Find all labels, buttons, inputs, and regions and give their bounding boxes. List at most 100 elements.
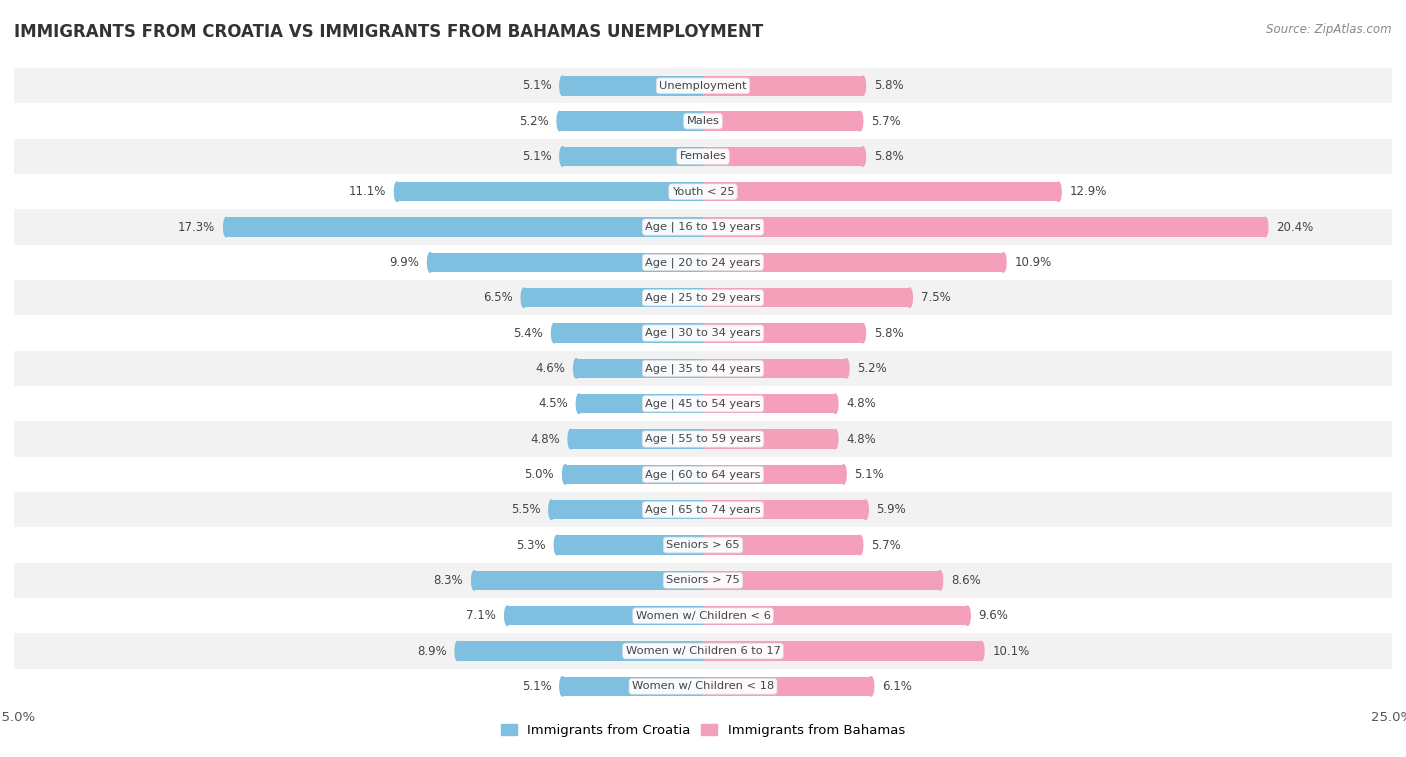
Ellipse shape [860,76,866,95]
Bar [703,677,872,696]
Ellipse shape [832,429,838,449]
Text: Males: Males [686,116,720,126]
Bar [14,634,1392,668]
Bar [703,641,981,661]
Bar [703,182,1059,201]
Bar [14,104,1392,139]
Ellipse shape [471,571,477,590]
Bar [14,456,1392,492]
Text: Seniors > 65: Seniors > 65 [666,540,740,550]
Bar [14,350,1392,386]
Bar [14,562,1392,598]
Text: Females: Females [679,151,727,161]
Bar [703,253,1004,273]
Text: 5.1%: 5.1% [522,79,551,92]
Bar [703,111,860,131]
Text: 5.3%: 5.3% [516,538,546,552]
Bar [703,147,863,167]
Ellipse shape [1056,182,1062,201]
Ellipse shape [551,323,557,343]
Bar [226,217,703,237]
Text: 5.8%: 5.8% [875,326,904,340]
Ellipse shape [576,394,582,413]
Text: 20.4%: 20.4% [1277,220,1313,234]
Bar [562,76,703,95]
Ellipse shape [844,359,849,378]
Bar [703,571,941,590]
Bar [562,147,703,167]
Text: 8.6%: 8.6% [950,574,981,587]
Ellipse shape [863,500,869,519]
Text: 5.1%: 5.1% [855,468,884,481]
Bar [703,535,860,555]
Bar [703,76,863,95]
Ellipse shape [568,429,574,449]
Bar [565,465,703,484]
Ellipse shape [557,111,562,131]
Bar [14,492,1392,528]
Text: 10.1%: 10.1% [993,644,1029,658]
Bar [703,217,1265,237]
Text: 5.5%: 5.5% [510,503,540,516]
Text: 8.9%: 8.9% [418,644,447,658]
Text: 7.5%: 7.5% [921,291,950,304]
Ellipse shape [554,535,560,555]
Text: Unemployment: Unemployment [659,81,747,91]
Bar [474,571,703,590]
Bar [14,528,1392,562]
Text: 5.9%: 5.9% [876,503,907,516]
Text: 10.9%: 10.9% [1014,256,1052,269]
Text: Age | 65 to 74 years: Age | 65 to 74 years [645,504,761,515]
Ellipse shape [832,394,838,413]
Ellipse shape [1001,253,1007,273]
Text: Age | 16 to 19 years: Age | 16 to 19 years [645,222,761,232]
Text: 5.8%: 5.8% [875,150,904,163]
Ellipse shape [562,465,568,484]
Bar [703,429,835,449]
Text: Age | 45 to 54 years: Age | 45 to 54 years [645,398,761,409]
Bar [14,422,1392,456]
Text: IMMIGRANTS FROM CROATIA VS IMMIGRANTS FROM BAHAMAS UNEMPLOYMENT: IMMIGRANTS FROM CROATIA VS IMMIGRANTS FR… [14,23,763,41]
Bar [576,359,703,378]
Text: Women w/ Children < 6: Women w/ Children < 6 [636,611,770,621]
Text: 4.8%: 4.8% [846,432,876,446]
Ellipse shape [938,571,942,590]
Text: Age | 20 to 24 years: Age | 20 to 24 years [645,257,761,268]
Text: 7.1%: 7.1% [467,609,496,622]
Bar [14,280,1392,316]
Text: 5.2%: 5.2% [858,362,887,375]
Bar [703,465,844,484]
Text: 5.0%: 5.0% [524,468,554,481]
Bar [579,394,703,413]
Bar [703,500,866,519]
Bar [14,139,1392,174]
Bar [703,394,835,413]
Ellipse shape [869,677,873,696]
Bar [508,606,703,625]
Text: Age | 35 to 44 years: Age | 35 to 44 years [645,363,761,374]
Text: 5.7%: 5.7% [872,538,901,552]
Bar [14,316,1392,350]
Text: 5.8%: 5.8% [875,79,904,92]
Bar [560,111,703,131]
Ellipse shape [427,253,433,273]
Text: 4.8%: 4.8% [846,397,876,410]
Text: Age | 55 to 59 years: Age | 55 to 59 years [645,434,761,444]
Bar [14,386,1392,422]
Ellipse shape [548,500,554,519]
Ellipse shape [907,288,912,307]
Bar [703,359,846,378]
Text: 8.3%: 8.3% [433,574,463,587]
Ellipse shape [395,182,399,201]
Text: 5.4%: 5.4% [513,326,543,340]
Ellipse shape [841,465,846,484]
Text: Age | 25 to 29 years: Age | 25 to 29 years [645,292,761,303]
Bar [458,641,703,661]
Bar [14,598,1392,634]
Ellipse shape [574,359,579,378]
Text: 4.8%: 4.8% [530,432,560,446]
Legend: Immigrants from Croatia, Immigrants from Bahamas: Immigrants from Croatia, Immigrants from… [496,718,910,742]
Ellipse shape [505,606,510,625]
Text: 9.9%: 9.9% [389,256,419,269]
Text: 17.3%: 17.3% [179,220,215,234]
